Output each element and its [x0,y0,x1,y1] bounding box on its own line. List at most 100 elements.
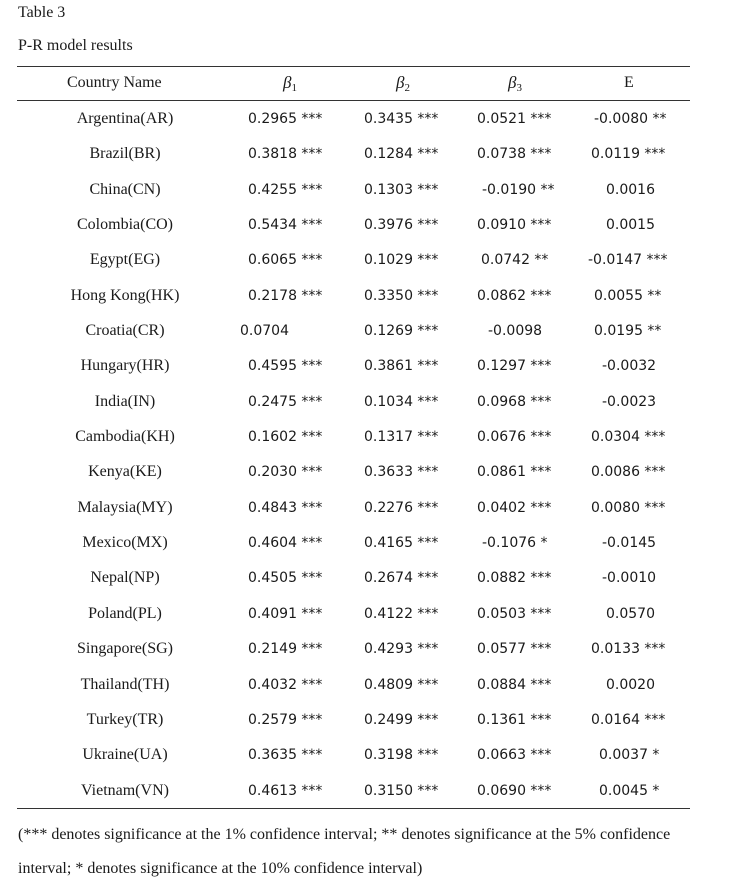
header-beta-1-subscript: 1 [291,82,297,94]
beta-2-cell: 0.4165 *** [364,535,439,552]
e-cell: -0.0147 *** [588,252,668,269]
table-row: Turkey(TR) 0.2579 *** 0.2499 *** 0.1361 ***… [0,703,737,738]
beta-1-cell: 0.4091 *** [248,605,323,622]
country-name-cell: Mexico(MX) [82,534,168,552]
beta-1-cell: 0.6065 *** [248,252,323,269]
country-name-cell: Ukraine(UA) [82,746,168,764]
header-beta-2: β2 [396,73,410,94]
table-row: Mexico(MX) 0.4604 *** 0.4165 *** -0.1076 * -… [0,526,737,561]
beta-1-cell: 0.2149 *** [248,641,323,658]
table-row: China(CN) 0.4255 *** 0.1303 *** -0.0190 ** 0… [0,173,737,208]
header-beta-1-symbol: β [283,73,292,92]
header-beta-1: β1 [283,73,297,94]
beta-3-cell: 0.1361 *** [477,711,552,728]
header-beta-3: β3 [508,73,522,94]
beta-3-cell: 0.0402 *** [477,499,552,516]
beta-3-cell: 0.0690 *** [477,782,552,799]
table-row: Hungary(HR) 0.4595 *** 0.3861 *** 0.1297 **… [0,349,737,384]
country-name-cell: China(CN) [89,180,161,198]
beta-1-cell: 0.5434 *** [248,217,323,234]
e-cell: 0.0016 [606,181,655,198]
table-row: Malaysia(MY) 0.4843 *** 0.2276 *** 0.0402 *… [0,491,737,526]
e-cell: 0.0119 *** [591,146,666,163]
header-beta-3-symbol: β [508,73,517,92]
e-cell: 0.0037 * [599,747,660,764]
table-row: Kenya(KE) 0.2030 *** 0.3633 *** 0.0861 *** 0… [0,455,737,490]
beta-2-cell: 0.3861 *** [364,358,439,375]
e-cell: 0.0080 *** [591,499,666,516]
beta-2-cell: 0.3633 *** [364,464,439,481]
beta-1-cell: 0.3635 *** [248,747,323,764]
beta-3-cell: 0.0861 *** [477,464,552,481]
top-rule [17,66,690,67]
country-name-cell: Hong Kong(HK) [70,286,180,304]
beta-2-cell: 0.4122 *** [364,605,439,622]
beta-2-cell: 0.3350 *** [364,287,439,304]
beta-1-cell: 0.0704 [240,323,289,340]
beta-1-cell: 0.4032 *** [248,676,323,693]
country-name-cell: India(IN) [94,392,156,410]
table-row: Croatia(CR) 0.0704 0.1269 *** -0.0098 0.0195… [0,314,737,349]
beta-2-cell: 0.4293 *** [364,641,439,658]
beta-3-cell: 0.0577 *** [477,641,552,658]
beta-3-cell: 0.0968 *** [477,393,552,410]
table-row: Egypt(EG) 0.6065 *** 0.1029 *** 0.0742 ** -0… [0,243,737,278]
country-name-cell: Vietnam(VN) [81,781,169,799]
e-cell: -0.0023 [602,393,657,410]
beta-2-cell: 0.1284 *** [364,146,439,163]
beta-3-cell: -0.1076 * [482,535,548,552]
e-cell: 0.0055 ** [594,287,662,304]
table-row: Colombia(CO) 0.5434 *** 0.3976 *** 0.0910 *… [0,208,737,243]
table-row: Poland(PL) 0.4091 *** 0.4122 *** 0.0503 ***… [0,597,737,632]
e-cell: 0.0086 *** [591,464,666,481]
beta-1-cell: 0.4595 *** [248,358,323,375]
country-name-cell: Singapore(SG) [77,640,173,658]
table-label: Table 3 [18,4,66,21]
table-row: Hong Kong(HK) 0.2178 *** 0.3350 *** 0.0862 … [0,279,737,314]
beta-1-cell: 0.1602 *** [248,429,323,446]
beta-3-cell: 0.0521 *** [477,111,552,127]
country-name-cell: Poland(PL) [88,604,162,622]
e-cell: -0.0145 [602,535,657,552]
beta-2-cell: 0.1029 *** [364,252,439,269]
beta-1-cell: 0.4843 *** [248,499,323,516]
beta-3-cell: 0.0862 *** [477,287,552,304]
beta-1-cell: 0.4505 *** [248,570,323,587]
beta-3-cell: 0.0910 *** [477,217,552,234]
header-country-name: Country Name [67,74,162,91]
table-row: Cambodia(KH) 0.1602 *** 0.1317 *** 0.0676 *… [0,420,737,455]
beta-1-cell: 0.2579 *** [248,711,323,728]
beta-2-cell: 0.1034 *** [364,393,439,410]
beta-1-cell: 0.4613 *** [248,782,323,799]
country-name-cell: Cambodia(KH) [75,428,175,446]
beta-2-cell: 0.4809 *** [364,676,439,693]
country-name-cell: Nepal(NP) [90,569,160,587]
country-name-cell: Brazil(BR) [89,145,161,163]
beta-3-cell: 0.1297 *** [477,358,552,375]
beta-3-cell: -0.0098 [488,323,543,340]
beta-2-cell: 0.1317 *** [364,429,439,446]
beta-3-cell: 0.0738 *** [477,146,552,163]
e-cell: 0.0045 * [599,782,660,799]
e-cell: 0.0195 ** [594,323,662,340]
beta-1-cell: 0.2030 *** [248,464,323,481]
beta-2-cell: 0.3150 *** [364,782,439,799]
table-row: Nepal(NP) 0.4505 *** 0.2674 *** 0.0882 *** -… [0,561,737,596]
beta-3-cell: 0.0503 *** [477,605,552,622]
beta-1-cell: 0.2178 *** [248,287,323,304]
beta-3-cell: 0.0676 *** [477,429,552,446]
beta-3-cell: -0.0190 ** [482,181,555,198]
beta-2-cell: 0.1303 *** [364,181,439,198]
beta-2-cell: 0.3435 *** [364,111,439,127]
e-cell: 0.0020 [606,676,655,693]
table-body: Argentina(AR) 0.2965 *** 0.3435 *** 0.0521 … [0,102,737,809]
beta-2-cell: 0.2499 *** [364,711,439,728]
country-name-cell: Hungary(HR) [80,357,170,375]
country-name-cell: Kenya(KE) [88,463,162,481]
beta-1-cell: 0.4255 *** [248,181,323,198]
header-beta-2-symbol: β [396,73,405,92]
header-e: E [624,74,634,91]
beta-3-cell: 0.0742 ** [481,252,549,269]
country-name-cell: Croatia(CR) [85,322,165,340]
beta-1-cell: 0.4604 *** [248,535,323,552]
